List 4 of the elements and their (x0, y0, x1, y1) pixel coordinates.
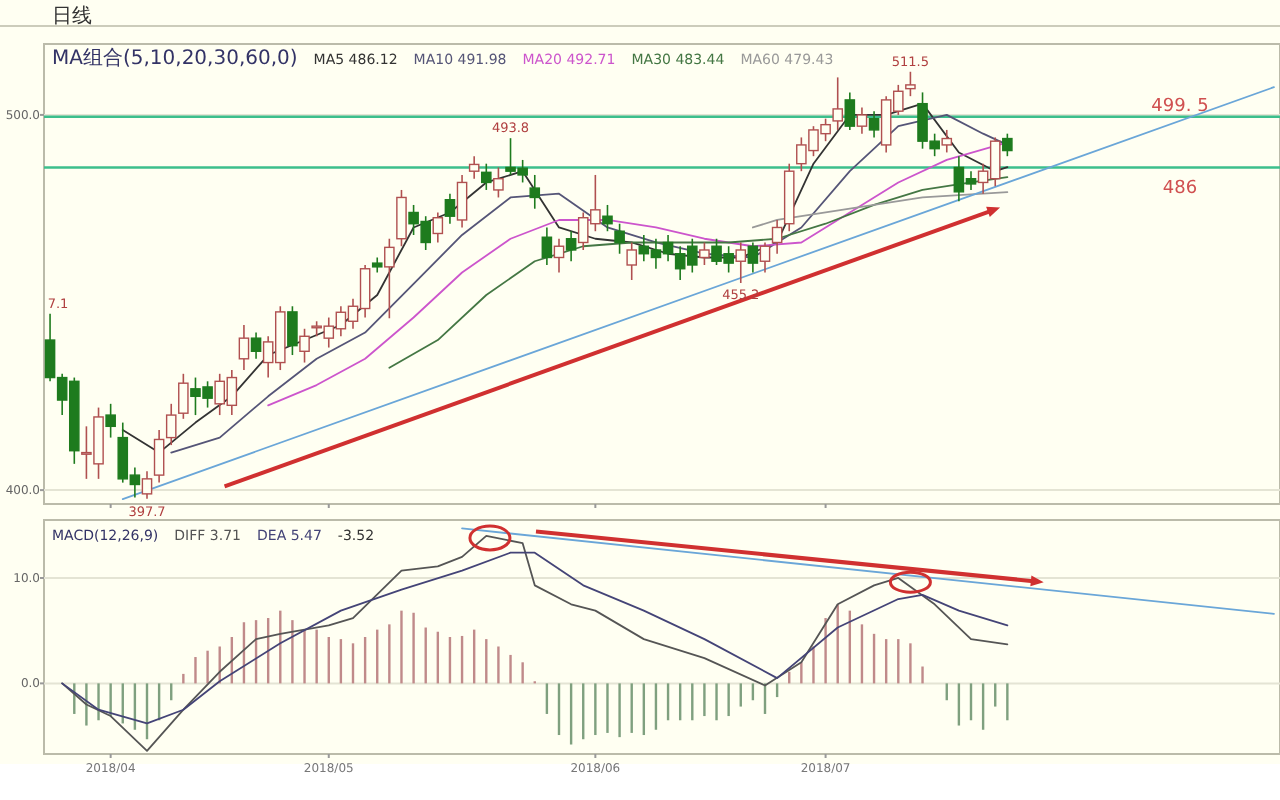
ref-line-label: 499. 5 (1151, 96, 1209, 117)
legend-title: MA组合(5,10,20,30,60,0) (52, 46, 298, 70)
text: 日线 (52, 4, 92, 28)
ref-line-label: 486 (1162, 179, 1198, 200)
